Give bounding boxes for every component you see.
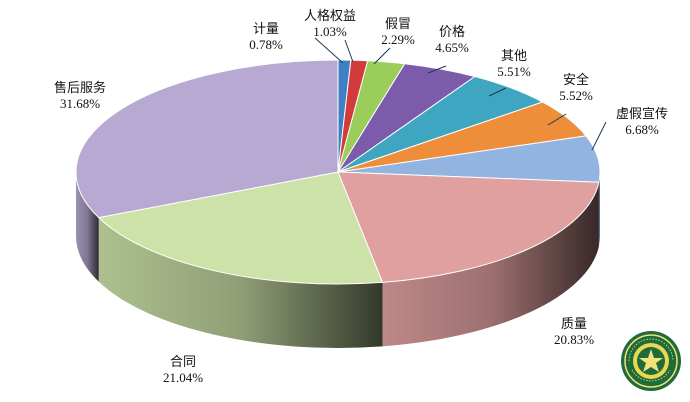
slice-name-label: 计量	[253, 22, 279, 37]
pie-side-7	[598, 172, 600, 247]
leader-line-6	[547, 113, 567, 126]
slice-value-label: 6.68%	[625, 122, 659, 137]
leader-line-3	[373, 47, 391, 65]
leader-line-5	[488, 87, 507, 97]
slice-name-label: 价格	[439, 24, 465, 40]
slice-value-label: 31.68%	[60, 96, 100, 111]
pie-side-8	[382, 182, 599, 347]
leader-lines	[314, 37, 607, 151]
slice-name-label: 假冒	[385, 17, 411, 32]
leader-line-2	[344, 39, 354, 63]
pie-slice-10	[75, 59, 339, 219]
slice-name-label: 人格权益	[304, 8, 356, 24]
pie-slice-7	[337, 135, 601, 183]
pie-slices	[75, 59, 601, 285]
slice-value-label: 2.29%	[381, 32, 415, 47]
leader-line-1	[314, 37, 344, 64]
slice-name-label: 其他	[501, 49, 527, 64]
slice-name-label: 合同	[170, 355, 196, 370]
slice-value-label: 5.52%	[559, 88, 593, 103]
organization-logo	[621, 331, 681, 391]
pie-slice-8	[337, 171, 600, 283]
pie-slice-9	[97, 171, 384, 285]
slice-value-label: 4.65%	[435, 40, 469, 55]
slice-name-label: 虚假宣传	[616, 106, 668, 122]
slice-name-label: 质量	[561, 317, 587, 332]
slice-value-label: 1.03%	[313, 24, 347, 39]
slice-value-label: 5.51%	[497, 64, 531, 79]
slice-value-label: 0.78%	[249, 37, 283, 52]
slice-name-label: 售后服务	[54, 80, 106, 96]
pie-side-9	[98, 217, 383, 348]
pie-side-10	[76, 172, 99, 282]
leader-line-4	[427, 65, 447, 74]
pie-sides	[76, 172, 600, 348]
slice-name-label: 安全	[563, 72, 589, 88]
slice-value-label: 21.04%	[163, 370, 203, 385]
slice-value-label: 20.83%	[554, 332, 594, 347]
leader-line-7	[591, 121, 607, 151]
